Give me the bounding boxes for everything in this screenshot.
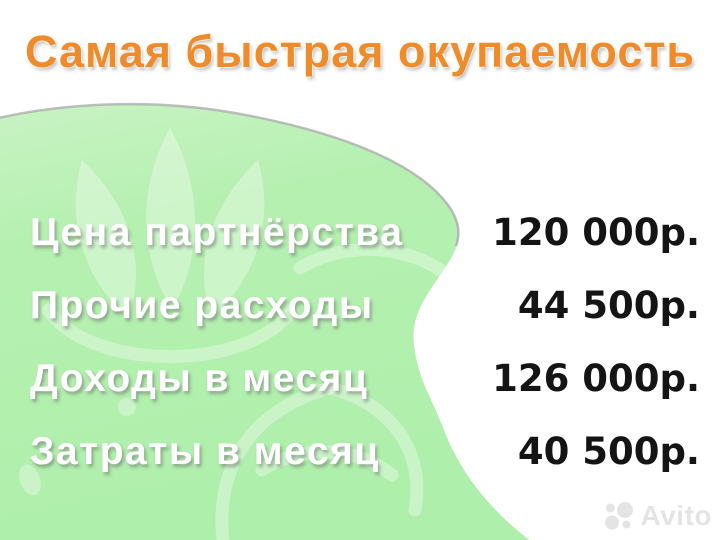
row-value: 126 000р. bbox=[492, 357, 700, 400]
row-label: Затраты в месяц bbox=[30, 429, 380, 473]
row-value: 40 500р. bbox=[517, 430, 700, 473]
pricing-table: Цена партнёрства 120 000р. Прочие расходы 4… bbox=[30, 196, 700, 488]
avito-dots-icon bbox=[604, 502, 633, 530]
pricing-row: Затраты в месяц 40 500р. bbox=[30, 415, 700, 488]
pricing-row: Прочие расходы 44 500р. bbox=[30, 269, 700, 342]
page-title: Самая быстрая окупаемость bbox=[24, 26, 696, 77]
lotus-pattern bbox=[19, 128, 465, 540]
row-label: Доходы в месяц bbox=[30, 356, 369, 400]
blob-top-edge-line bbox=[0, 102, 460, 247]
pricing-row: Доходы в месяц 126 000р. bbox=[30, 342, 700, 415]
row-label: Цена партнёрства bbox=[30, 210, 404, 254]
row-value: 44 500р. bbox=[517, 284, 700, 327]
watermark-text: Avito bbox=[640, 500, 712, 531]
pricing-row: Цена партнёрства 120 000р. bbox=[30, 196, 700, 269]
blob-shape bbox=[0, 104, 530, 540]
watermark: Avito bbox=[604, 500, 712, 532]
row-value: 120 000р. bbox=[492, 211, 700, 254]
row-label: Прочие расходы bbox=[30, 283, 374, 327]
